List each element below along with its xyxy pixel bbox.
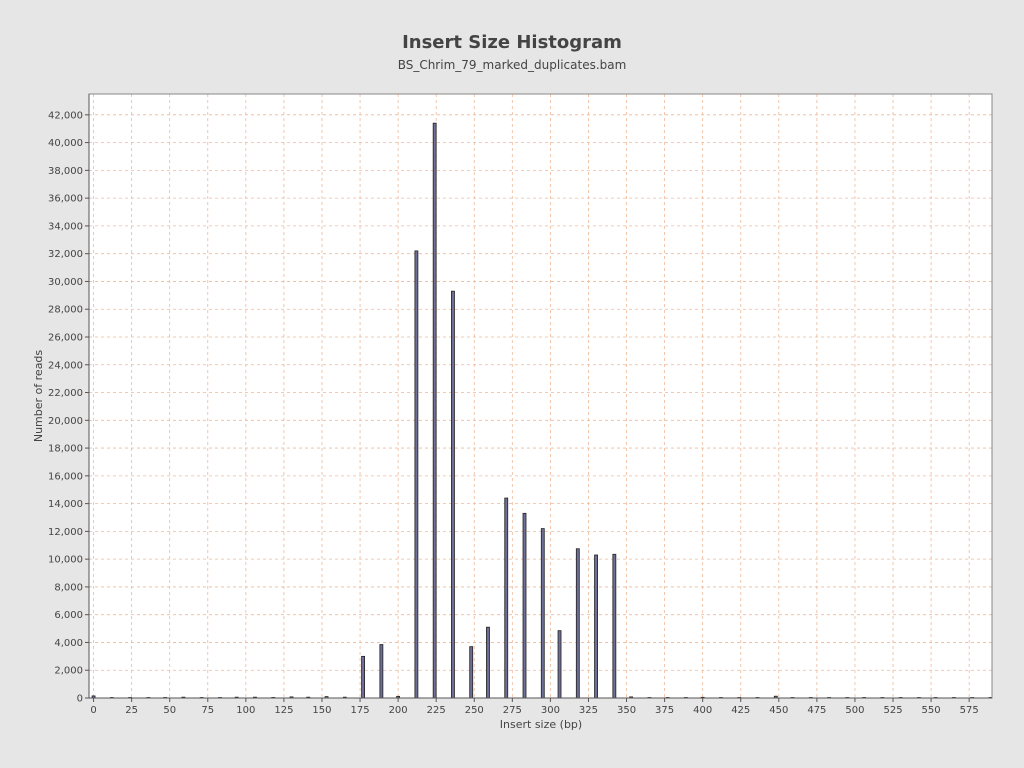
y-tick-label: 36,000: [48, 194, 83, 205]
histogram-bar: [379, 644, 384, 699]
histogram-bar: [540, 528, 545, 699]
y-tick-label: 6,000: [54, 610, 83, 621]
histogram-bar: [557, 630, 562, 699]
plot-area: [89, 94, 992, 698]
histogram-bar: [504, 497, 509, 699]
y-axis-ticks: 0 2,000 4,000 6,000 8,000 10,000 12,000 14,000 1…: [48, 110, 89, 705]
y-tick-label: 8,000: [54, 582, 83, 593]
x-tick-label: 300: [541, 705, 560, 716]
x-tick-label: 475: [807, 705, 826, 716]
x-tick-label: 325: [579, 705, 598, 716]
x-tick-label: 200: [389, 705, 408, 716]
y-tick-label: 38,000: [48, 166, 83, 177]
histogram-bar: [486, 626, 490, 699]
x-tick-label: 400: [693, 705, 712, 716]
x-tick-label: 275: [503, 705, 522, 716]
x-tick-label: 25: [125, 705, 138, 716]
y-tick-label: 28,000: [48, 305, 83, 316]
x-tick-label: 250: [465, 705, 484, 716]
grid-lines: [89, 94, 992, 699]
x-tick-label: 50: [163, 705, 176, 716]
y-tick-label: 24,000: [48, 360, 83, 371]
x-tick-label: 175: [351, 705, 370, 716]
y-tick-label: 10,000: [48, 555, 83, 566]
y-tick-label: 2,000: [54, 666, 83, 677]
y-tick-label: 22,000: [48, 388, 83, 399]
x-tick-label: 575: [960, 705, 979, 716]
histogram-bar: [522, 512, 527, 699]
histogram-bar: [414, 250, 419, 699]
y-tick-label: 20,000: [48, 416, 83, 427]
histogram-bar: [575, 548, 580, 699]
histogram-bar: [469, 646, 474, 699]
x-tick-label: 225: [427, 705, 446, 716]
y-tick-label: 32,000: [48, 249, 83, 260]
x-tick-label: 425: [731, 705, 750, 716]
x-tick-label: 125: [274, 705, 293, 716]
x-axis-ticks: 0 25 50 75 100 125 150 175 200 225 250 275 300 325 350…: [90, 698, 979, 716]
y-tick-label: 42,000: [48, 110, 83, 121]
y-tick-label: 16,000: [48, 471, 83, 482]
y-tick-label: 12,000: [48, 527, 83, 538]
y-tick-label: 18,000: [48, 444, 83, 455]
y-tick-label: 30,000: [48, 277, 83, 288]
x-tick-label: 100: [236, 705, 255, 716]
y-tick-label: 40,000: [48, 138, 83, 149]
x-tick-label: 525: [883, 705, 902, 716]
histogram-bars: [91, 122, 993, 699]
x-tick-label: 450: [769, 705, 788, 716]
y-tick-label: 14,000: [48, 499, 83, 510]
histogram-bar: [361, 655, 365, 699]
x-tick-label: 75: [201, 705, 214, 716]
y-tick-label: 34,000: [48, 221, 83, 232]
x-tick-label: 550: [922, 705, 941, 716]
x-tick-label: 350: [617, 705, 636, 716]
chart-title: Insert Size Histogram: [402, 32, 622, 53]
x-tick-label: 150: [312, 705, 331, 716]
histogram-bar: [612, 553, 617, 699]
y-tick-label: 4,000: [54, 638, 83, 649]
y-tick-label: 0: [77, 694, 83, 705]
histogram-bar: [594, 554, 598, 699]
y-tick-label: 26,000: [48, 332, 83, 343]
x-axis-label: Insert size (bp): [500, 718, 582, 731]
x-tick-label: 500: [845, 705, 864, 716]
chart-subtitle: BS_Chrim_79_marked_duplicates.bam: [398, 58, 627, 72]
y-axis-label: Number of reads: [32, 350, 45, 443]
histogram-bar: [451, 290, 455, 699]
histogram-bar: [432, 122, 437, 699]
x-tick-label: 375: [655, 705, 674, 716]
x-tick-label: 0: [90, 705, 96, 716]
